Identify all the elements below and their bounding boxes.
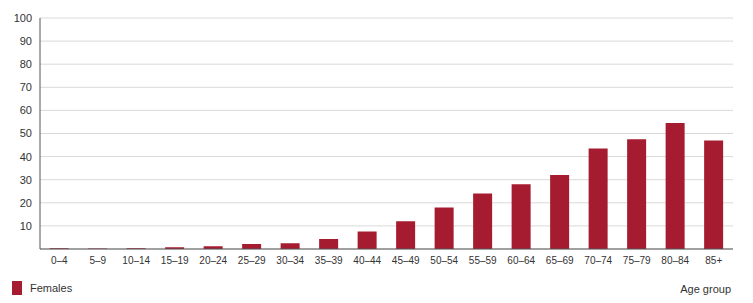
svg-text:0–4: 0–4 (51, 255, 68, 266)
svg-text:30–34: 30–34 (276, 255, 304, 266)
svg-text:80: 80 (20, 58, 32, 70)
svg-text:70–74: 70–74 (584, 255, 612, 266)
svg-text:60: 60 (20, 104, 32, 116)
svg-text:20–24: 20–24 (199, 255, 227, 266)
svg-text:40: 40 (20, 151, 32, 163)
svg-text:15–19: 15–19 (161, 255, 189, 266)
svg-text:85+: 85+ (705, 255, 722, 266)
svg-text:10–14: 10–14 (122, 255, 150, 266)
svg-text:75–79: 75–79 (623, 255, 651, 266)
svg-text:55–59: 55–59 (469, 255, 497, 266)
svg-text:90: 90 (20, 35, 32, 47)
svg-text:10: 10 (20, 220, 32, 232)
svg-text:60–64: 60–64 (507, 255, 535, 266)
svg-text:70: 70 (20, 81, 32, 93)
svg-text:50–54: 50–54 (430, 255, 458, 266)
svg-text:65–69: 65–69 (546, 255, 574, 266)
svg-text:5–9: 5–9 (89, 255, 106, 266)
svg-text:20: 20 (20, 197, 32, 209)
svg-text:Age group: Age group (680, 283, 731, 295)
html-text:Females: Females (30, 282, 73, 294)
svg-text:40–44: 40–44 (353, 255, 381, 266)
svg-text:25–29: 25–29 (238, 255, 266, 266)
svg-text:100: 100 (14, 12, 32, 24)
svg-text:30: 30 (20, 174, 32, 186)
svg-text:50: 50 (20, 127, 32, 139)
svg-text:35–39: 35–39 (315, 255, 343, 266)
svg-text:80–84: 80–84 (661, 255, 689, 266)
svg-text:45–49: 45–49 (392, 255, 420, 266)
